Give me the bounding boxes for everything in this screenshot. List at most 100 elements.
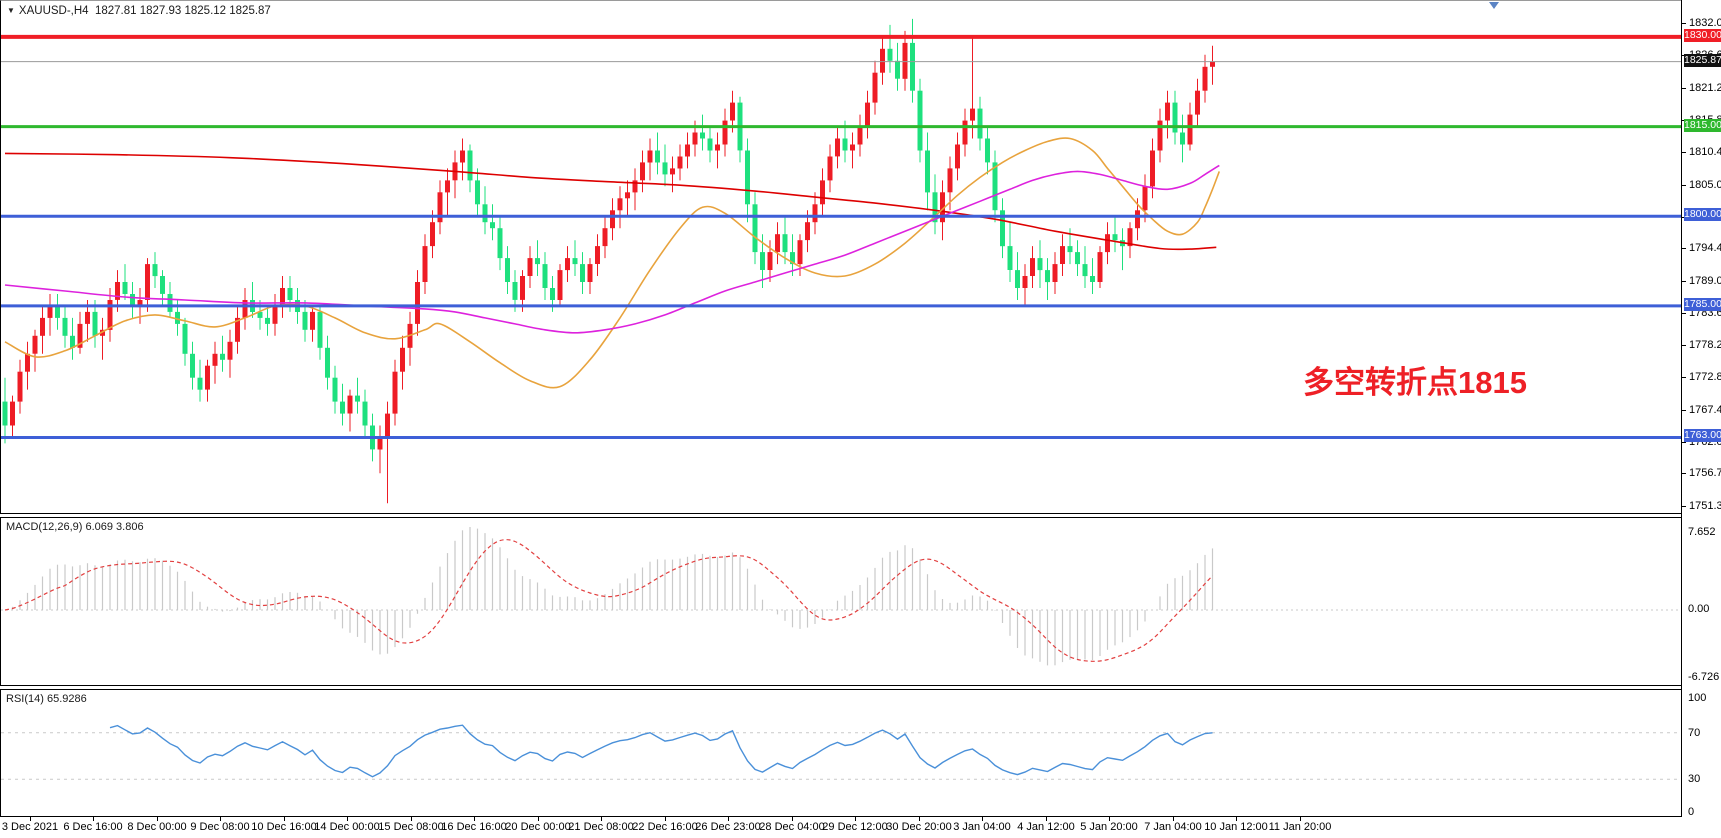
price-tick bbox=[1682, 345, 1686, 346]
candle bbox=[182, 323, 188, 354]
candle bbox=[287, 288, 293, 300]
time-tick bbox=[157, 817, 158, 821]
candle bbox=[175, 311, 180, 324]
candle bbox=[32, 335, 38, 354]
time-axis[interactable]: 3 Dec 2021 6 Dec 16:00 8 Dec 00:00 9 Dec 08… bbox=[0, 817, 1721, 838]
macd-axis-max: 7.652 bbox=[1688, 526, 1716, 538]
time-tick-label: 3 Jan 04:00 bbox=[953, 821, 1011, 833]
ma-orange-line bbox=[4, 137, 1221, 389]
rsi-axis-0: 0 bbox=[1688, 806, 1695, 818]
candle bbox=[1165, 102, 1170, 121]
time-tick bbox=[665, 817, 666, 821]
macd-axis-zero: 0.00 bbox=[1688, 603, 1710, 615]
candle bbox=[10, 401, 15, 426]
candle bbox=[355, 395, 360, 402]
candle bbox=[490, 222, 495, 229]
candle bbox=[70, 335, 75, 348]
candle bbox=[1082, 264, 1088, 277]
candle bbox=[662, 162, 668, 175]
price-tick-label: 1789.00 bbox=[1689, 275, 1721, 287]
candle bbox=[137, 300, 143, 306]
price-tick bbox=[1682, 88, 1686, 89]
candle bbox=[797, 240, 803, 265]
candle bbox=[790, 252, 795, 265]
candle bbox=[400, 347, 405, 372]
candle bbox=[460, 150, 465, 163]
price-tick bbox=[1682, 152, 1686, 153]
time-tick bbox=[601, 817, 602, 821]
candle bbox=[632, 180, 638, 193]
rsi-panel[interactable]: RSI(14) 65.9286 bbox=[0, 690, 1681, 816]
price-tick bbox=[1682, 410, 1686, 411]
price-tick bbox=[1682, 313, 1686, 314]
candlestick-chart[interactable] bbox=[1, 1, 1681, 514]
panel-separator[interactable] bbox=[0, 685, 1681, 690]
time-tick-label: 14 Dec 00:00 bbox=[314, 821, 380, 833]
candle bbox=[347, 395, 353, 414]
symbol-dropdown-icon: ▼ bbox=[7, 6, 15, 15]
candle bbox=[1180, 132, 1185, 145]
candle bbox=[512, 282, 518, 300]
candle bbox=[910, 42, 915, 91]
price-tick bbox=[1682, 377, 1686, 378]
macd-panel[interactable]: MACD(12,26,9) 6.069 3.806 bbox=[0, 518, 1681, 685]
rsi-chart[interactable] bbox=[1, 690, 1681, 816]
candle bbox=[362, 401, 368, 426]
candle bbox=[887, 48, 893, 61]
candle bbox=[542, 264, 548, 288]
price-badge-1800.00: 1800.00 bbox=[1684, 208, 1721, 221]
symbol-label: XAUUSD-,H4 bbox=[18, 5, 89, 17]
panel-separator[interactable] bbox=[0, 513, 1681, 518]
time-tick bbox=[474, 817, 475, 821]
candle bbox=[902, 42, 908, 79]
candle bbox=[782, 234, 788, 253]
candle bbox=[850, 144, 855, 151]
candle bbox=[805, 222, 810, 241]
candle bbox=[752, 204, 758, 253]
candle bbox=[865, 102, 870, 127]
candle bbox=[1202, 66, 1208, 91]
candle bbox=[685, 144, 690, 157]
macd-chart[interactable] bbox=[1, 518, 1681, 685]
candle bbox=[55, 305, 60, 318]
candle bbox=[1157, 120, 1163, 151]
candle bbox=[505, 258, 510, 282]
candle bbox=[377, 437, 383, 450]
annotation-text: 多空转折点1815 bbox=[1303, 365, 1527, 400]
candle bbox=[265, 317, 270, 324]
candle bbox=[700, 132, 705, 139]
candle bbox=[940, 192, 945, 223]
price-tick bbox=[1682, 473, 1686, 474]
price-axis[interactable]: 7.652 0.00 -6.726 100 70 30 0 1832.05 182… bbox=[1681, 0, 1721, 818]
price-tick bbox=[1682, 23, 1686, 24]
candle bbox=[92, 311, 98, 336]
price-badge-1763.00: 1763.00 bbox=[1684, 429, 1721, 442]
candle bbox=[197, 377, 203, 390]
candle bbox=[610, 210, 615, 229]
candle bbox=[977, 108, 983, 139]
macd-axis-min: -6.726 bbox=[1688, 671, 1720, 683]
candle bbox=[565, 258, 570, 271]
price-tick-label: 1794.40 bbox=[1689, 242, 1721, 254]
price-tick bbox=[1682, 506, 1686, 507]
time-tick-label: 3 Dec 2021 bbox=[1, 821, 59, 833]
time-tick-label: 10 Jan 12:00 bbox=[1204, 821, 1268, 833]
candle bbox=[917, 90, 923, 151]
candle bbox=[580, 264, 585, 282]
candle bbox=[625, 192, 630, 199]
chart-title: ▼ XAUUSD-,H4 1827.81 1827.93 1825.12 1825… bbox=[7, 5, 271, 17]
main-chart-panel[interactable]: ▼ XAUUSD-,H4 1827.81 1827.93 1825.12 1825… bbox=[0, 0, 1681, 513]
price-tick-label: 1832.05 bbox=[1689, 17, 1721, 29]
time-tick bbox=[30, 817, 31, 821]
price-tick-label: 1805.05 bbox=[1689, 179, 1721, 191]
candle bbox=[812, 204, 818, 223]
time-tick-label: 5 Jan 20:00 bbox=[1080, 821, 1138, 833]
time-tick bbox=[1300, 817, 1301, 821]
candle bbox=[1210, 61, 1215, 67]
candle bbox=[722, 120, 728, 145]
chart-shift-marker-icon[interactable] bbox=[1489, 2, 1499, 9]
time-tick-label: 28 Dec 04:00 bbox=[759, 821, 825, 833]
candle bbox=[1007, 246, 1013, 270]
price-badge-1785.00: 1785.00 bbox=[1684, 298, 1721, 311]
time-tick bbox=[538, 817, 539, 821]
